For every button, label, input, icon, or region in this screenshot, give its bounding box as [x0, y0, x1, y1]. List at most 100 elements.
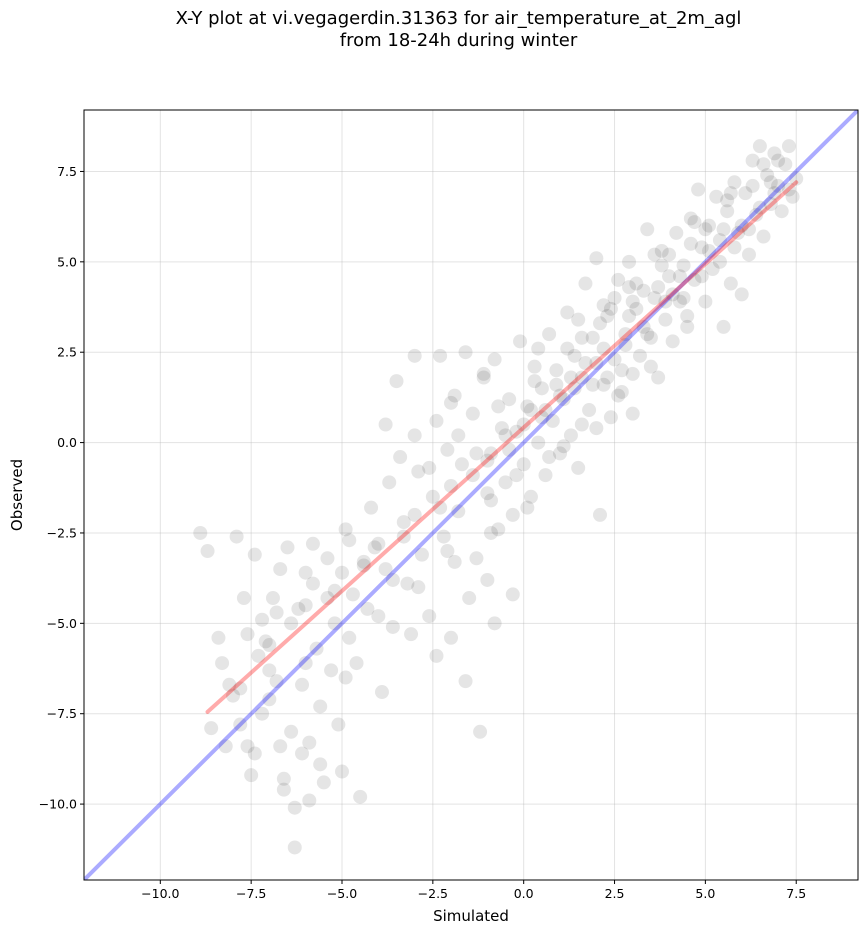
data-point [502, 392, 517, 407]
data-point [593, 316, 607, 331]
data-point [774, 204, 789, 219]
data-point [625, 406, 640, 421]
data-point [262, 663, 277, 678]
data-point [643, 330, 658, 345]
x-tick-label: 2.5 [605, 886, 625, 901]
data-point [487, 616, 502, 631]
data-point [672, 269, 687, 284]
data-point [589, 251, 604, 266]
data-point [603, 301, 618, 316]
data-point [316, 775, 331, 790]
data-point [549, 363, 564, 378]
data-point [665, 334, 680, 349]
data-point [244, 768, 259, 783]
data-point [593, 507, 607, 522]
data-point [407, 428, 422, 443]
data-point [440, 544, 455, 559]
data-point [763, 175, 778, 190]
data-point [676, 258, 691, 273]
data-point [563, 428, 578, 443]
data-point [298, 565, 313, 580]
data-point [712, 254, 727, 269]
data-point [629, 276, 644, 291]
data-point [665, 287, 680, 302]
data-point [444, 478, 459, 493]
data-point [614, 363, 629, 378]
data-point [378, 562, 393, 577]
data-point [335, 565, 349, 580]
data-point [622, 280, 637, 295]
data-point [233, 681, 248, 696]
data-point [451, 504, 466, 519]
data-point [712, 233, 727, 248]
data-point [578, 356, 593, 371]
data-point [411, 580, 426, 595]
data-point [382, 475, 397, 490]
data-point [305, 576, 320, 591]
data-point [716, 319, 731, 334]
data-point [454, 457, 469, 472]
data-point [473, 724, 488, 739]
data-point [563, 370, 578, 385]
data-point [215, 656, 230, 671]
data-point [280, 540, 295, 555]
data-point [654, 258, 669, 273]
data-point [407, 348, 422, 363]
data-point [691, 182, 706, 197]
y-tick-label: −2.5 [47, 525, 77, 540]
chart-title-line-2: from 18-24h during winter [339, 30, 578, 51]
data-point [295, 677, 310, 692]
data-point [469, 551, 484, 566]
data-point [255, 706, 270, 721]
data-point [498, 428, 513, 443]
data-point [705, 262, 720, 277]
y-axis-label: Observed [8, 459, 26, 531]
data-point [483, 525, 498, 540]
data-point [240, 627, 255, 642]
data-point [756, 229, 771, 244]
data-point [771, 153, 786, 168]
x-tick-label: −2.5 [418, 886, 448, 901]
data-point [625, 366, 640, 381]
data-point [741, 222, 756, 237]
data-point [356, 554, 371, 569]
data-point [636, 319, 651, 334]
data-point [694, 240, 709, 255]
data-point [465, 406, 480, 421]
data-point [458, 674, 473, 689]
data-point [320, 551, 335, 566]
data-point [571, 460, 586, 475]
data-point [440, 442, 455, 457]
data-point [342, 533, 357, 548]
data-point [520, 399, 535, 414]
y-tick-label: −7.5 [47, 706, 77, 721]
data-point [433, 348, 448, 363]
data-point [476, 366, 491, 381]
data-point [251, 648, 266, 663]
data-point [582, 403, 597, 418]
y-tick-label: 5.0 [57, 254, 77, 269]
data-point [698, 222, 713, 237]
data-point [262, 692, 277, 707]
data-point [785, 189, 800, 204]
data-point [360, 601, 375, 616]
data-point [425, 489, 440, 504]
data-point [302, 793, 317, 808]
data-point [404, 627, 419, 642]
y-tick-label: 7.5 [57, 164, 77, 179]
data-point [622, 309, 637, 324]
data-point [767, 146, 782, 161]
data-point [345, 587, 360, 602]
data-point [320, 591, 335, 606]
data-point [284, 616, 299, 631]
y-tick-label: −10.0 [39, 797, 77, 812]
data-point [211, 630, 226, 645]
data-point [273, 739, 288, 754]
plot-frame [83, 109, 859, 881]
data-point [287, 840, 302, 855]
data-point [651, 370, 666, 385]
data-point [433, 500, 448, 515]
data-point [647, 290, 662, 305]
data-point [611, 272, 626, 287]
data-point [291, 601, 306, 616]
